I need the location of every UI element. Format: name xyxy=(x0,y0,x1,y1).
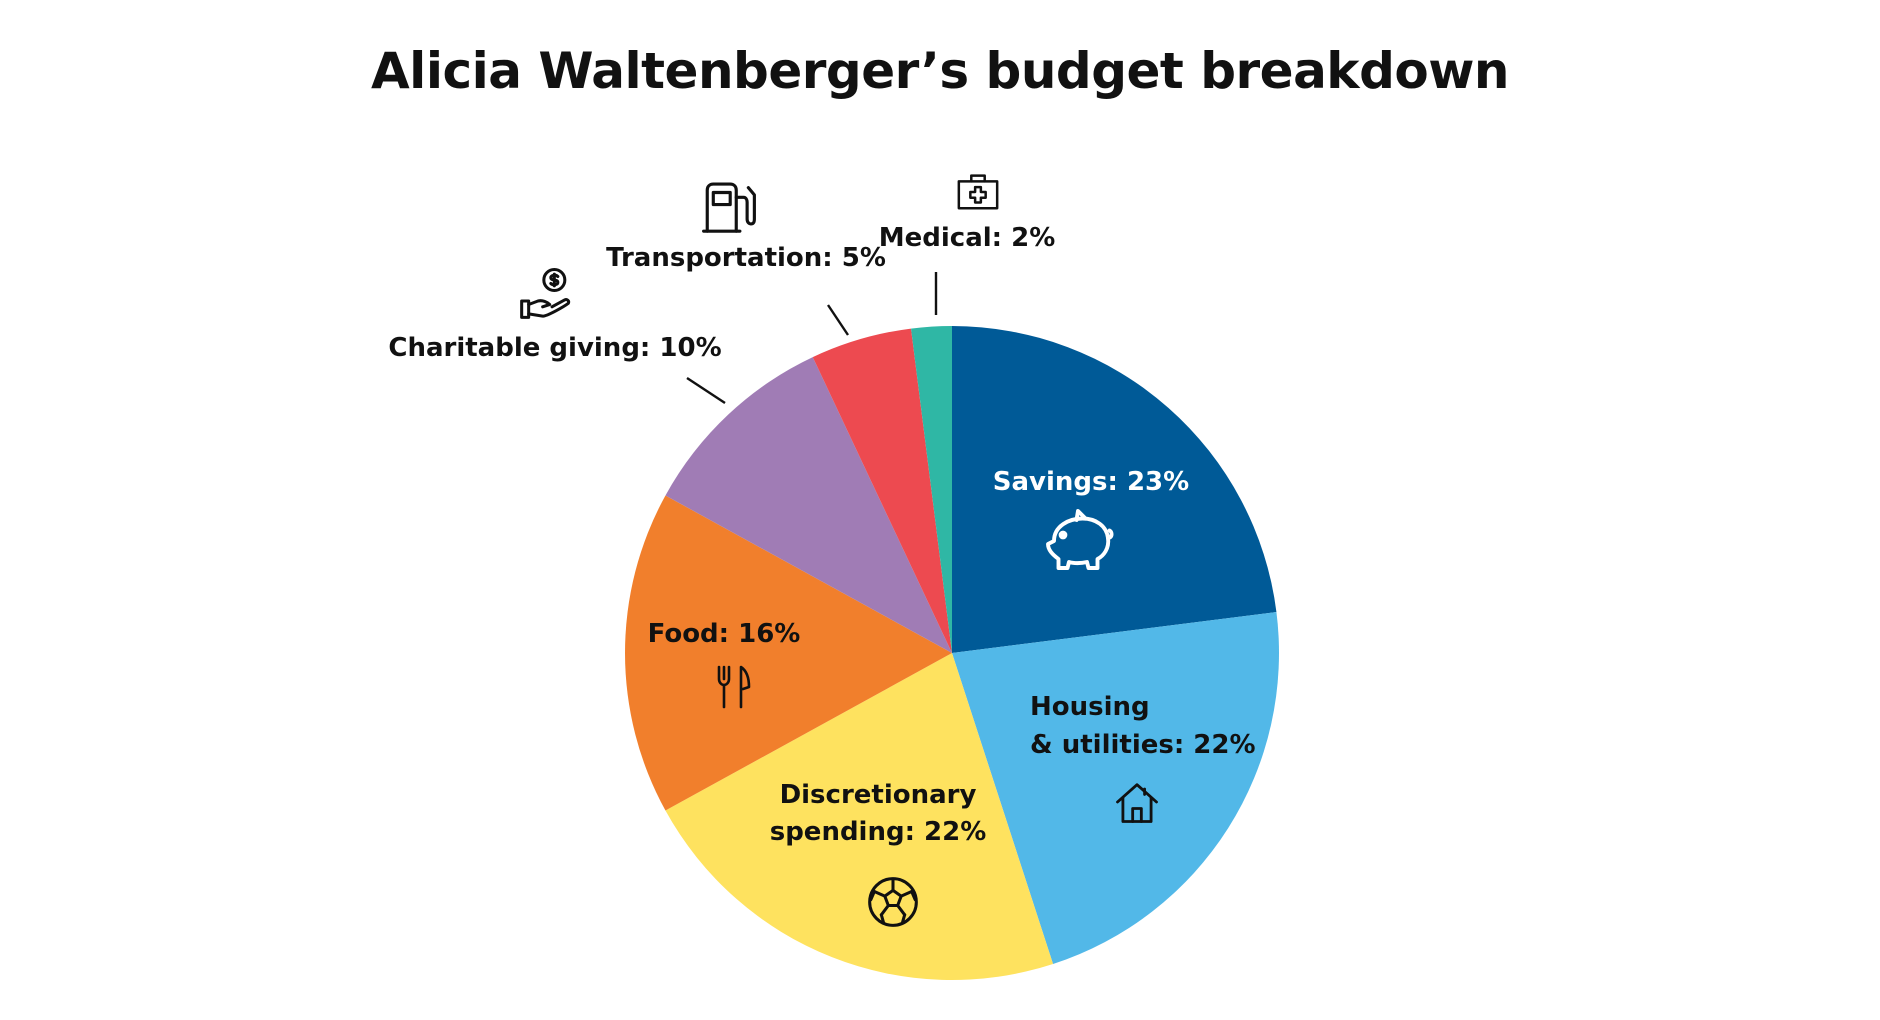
pie-slice-food xyxy=(625,495,952,811)
pie-slice-charitable-giving xyxy=(665,357,952,653)
pie-slice-medical xyxy=(911,326,952,653)
slice-label-food: Food: 16% xyxy=(648,619,801,649)
piggy-bank-icon xyxy=(1046,509,1114,570)
slice-label-savings: Savings: 23% xyxy=(993,467,1189,497)
pie-slice-transportation xyxy=(812,328,952,653)
slice-label-housing-and-utilities-line-2: & utilities: 22% xyxy=(1030,730,1256,760)
first-aid-kit-icon xyxy=(957,174,999,210)
slice-label-housing-and-utilities-line-1: Housing xyxy=(1030,692,1150,722)
slice-labels: Savings: 23% Housing & utilities: 22% Discr… xyxy=(388,223,1255,847)
slice-icons xyxy=(520,174,1158,927)
soccer-ball-icon xyxy=(868,877,918,927)
slice-label-medical: Medical: 2% xyxy=(879,223,1056,253)
gas-pump-icon xyxy=(702,182,756,233)
pie-slice-discretionary-spending xyxy=(665,653,1054,981)
slice-label-discretionary-spending-line-2: spending: 22% xyxy=(770,817,987,847)
chart-title: Alicia Waltenberger’s budget breakdown xyxy=(370,42,1510,100)
slice-label-discretionary-spending-line-1: Discretionary xyxy=(780,780,977,810)
slice-label-charitable-giving: Charitable giving: 10% xyxy=(388,333,721,363)
pie-slice-savings xyxy=(952,326,1277,653)
pie-slices xyxy=(625,326,1279,981)
leader-lines xyxy=(686,272,938,405)
house-icon xyxy=(1116,783,1158,823)
hand-coin-icon xyxy=(520,267,571,319)
pie-slice-housing-and-utilities xyxy=(952,612,1279,964)
slice-label-transportation: Transportation: 5% xyxy=(606,243,886,273)
leader-line-charitable-giving xyxy=(686,376,726,405)
leader-line-transportation xyxy=(827,304,849,336)
fork-knife-icon xyxy=(717,665,751,709)
